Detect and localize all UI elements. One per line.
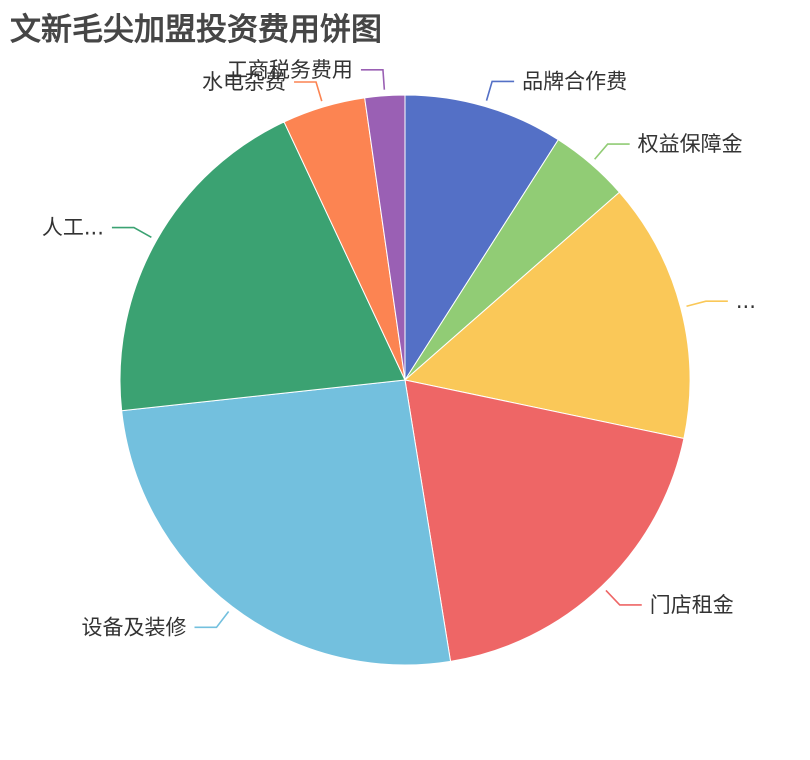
slice-label-3: ... bbox=[736, 289, 756, 313]
leader-line-4 bbox=[605, 589, 642, 606]
leader-line-8 bbox=[360, 68, 386, 90]
pie-slice-6[interactable] bbox=[119, 121, 406, 412]
slice-label-7: 水电杂费 bbox=[202, 70, 286, 94]
leader-line-7 bbox=[294, 81, 323, 102]
leader-line-1 bbox=[485, 80, 515, 101]
slice-label-1: 品牌合作费 bbox=[522, 69, 627, 93]
leader-line-2 bbox=[594, 143, 630, 160]
pie-slices bbox=[119, 94, 691, 666]
label-leader-lines bbox=[111, 68, 728, 629]
pie-slice-4[interactable] bbox=[404, 379, 685, 662]
slice-label-4: 门店租金 bbox=[650, 593, 734, 617]
chart-title: 文新毛尖加盟投资费用饼图 bbox=[10, 12, 382, 48]
slice-label-6: 人工... bbox=[42, 216, 104, 240]
pie-slice-8[interactable] bbox=[364, 94, 406, 381]
slice-label-2: 权益保障金 bbox=[638, 132, 743, 156]
leader-line-6 bbox=[111, 226, 152, 239]
leader-line-5 bbox=[194, 610, 230, 629]
slice-label-5: 设备及装修 bbox=[82, 615, 187, 639]
pie-slice-1[interactable] bbox=[404, 94, 559, 381]
pie-slice-3[interactable] bbox=[404, 191, 691, 440]
slice-label-8: 工商税务费用 bbox=[227, 58, 353, 82]
leader-line-3 bbox=[686, 300, 728, 308]
pie-slice-5[interactable] bbox=[121, 379, 452, 666]
